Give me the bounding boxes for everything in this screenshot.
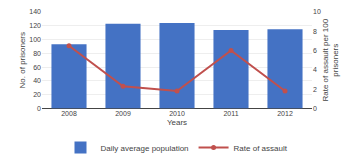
svg-text:2011: 2011 bbox=[223, 110, 238, 117]
svg-text:0: 0 bbox=[313, 105, 317, 112]
svg-text:140: 140 bbox=[29, 8, 41, 15]
svg-text:4: 4 bbox=[313, 66, 317, 73]
svg-text:Rate of assault per 100prisone: Rate of assault per 100prisoners bbox=[321, 18, 340, 101]
svg-text:10: 10 bbox=[313, 8, 321, 15]
svg-text:20: 20 bbox=[33, 91, 41, 98]
svg-text:2012: 2012 bbox=[277, 110, 293, 117]
svg-text:100: 100 bbox=[29, 36, 41, 43]
svg-text:No. of prisoners: No. of prisoners bbox=[18, 32, 27, 88]
svg-text:120: 120 bbox=[29, 22, 41, 29]
svg-text:2010: 2010 bbox=[169, 110, 185, 117]
svg-text:2009: 2009 bbox=[115, 110, 131, 117]
svg-text:Years: Years bbox=[167, 118, 187, 127]
svg-text:0: 0 bbox=[37, 105, 41, 112]
svg-text:60: 60 bbox=[33, 64, 41, 71]
svg-text:40: 40 bbox=[33, 77, 41, 84]
svg-text:6: 6 bbox=[313, 47, 317, 54]
svg-text:80: 80 bbox=[33, 50, 41, 57]
svg-text:Daily average population: Daily average population bbox=[101, 144, 189, 153]
svg-text:2: 2 bbox=[313, 86, 317, 93]
svg-text:2008: 2008 bbox=[61, 110, 77, 117]
svg-text:Rate of assault: Rate of assault bbox=[234, 144, 288, 153]
svg-text:8: 8 bbox=[313, 28, 317, 35]
